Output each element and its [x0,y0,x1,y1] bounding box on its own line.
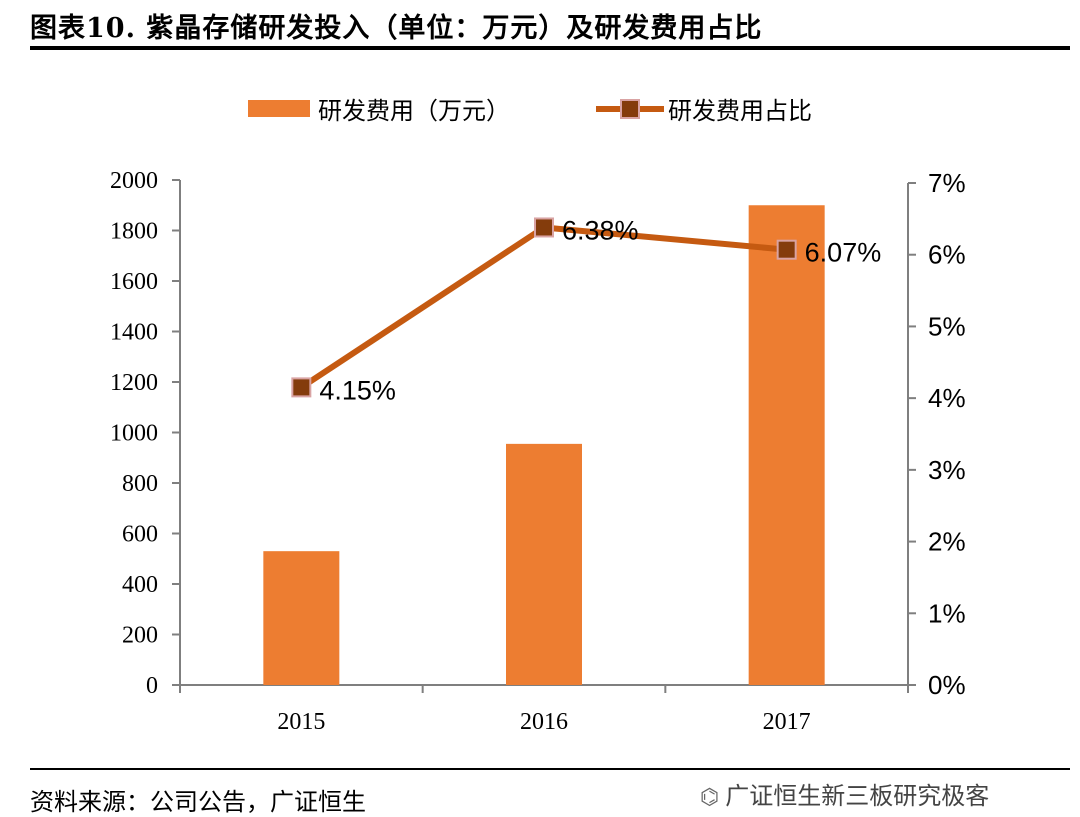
y-right-tick-label: 0% [928,670,966,700]
y-left-tick-label: 2000 [110,168,158,194]
y-right-tick-label: 7% [928,168,966,198]
y-left-tick-label: 1800 [110,219,158,245]
x-tick-label: 2016 [520,709,568,735]
line-marker [534,217,554,238]
legend-swatch-bar [248,100,310,117]
watermark: ⌬ 广证恒生新三板研究极客 [700,776,989,811]
y-left-tick-label: 1600 [110,269,158,295]
y-left-tick-label: 1000 [110,421,158,447]
y-left-tick-label: 1200 [110,370,158,396]
bar [506,443,582,685]
y-right-tick-label: 4% [928,383,966,413]
title-rule [30,46,1070,50]
series-line [299,224,787,390]
x-tick-label: 2017 [763,709,811,735]
figure-title: 图表10. 紫晶存储研发投入（单位：万元）及研发费用占比 [30,13,763,44]
y-right-tick-label: 1% [928,598,966,628]
data-label: 6.07% [805,238,882,268]
y-left-tick-label: 1400 [110,320,158,346]
y-right-tick-label: 5% [928,311,966,341]
chart: 0 200 400 600 800 1000 1200 1400 1600 1800 2000 0% 1… [110,97,966,735]
y-right-tick-label: 2% [928,527,966,557]
legend-label-line: 研发费用占比 [668,97,812,125]
y-left-tick-label: 600 [122,522,158,548]
data-label: 4.15% [319,375,396,405]
y-left-tick-label: 800 [122,471,158,497]
x-tick-label: 2015 [277,709,325,735]
watermark-text: 广证恒生新三板研究极客 [725,782,990,810]
y-left-tick-label: 400 [122,572,158,598]
line-marker [776,239,797,260]
y-left-tick-label: 200 [122,623,158,649]
source-note: 资料来源：公司公告，广证恒生 [30,788,366,816]
legend-label-bar: 研发费用（万元） [318,97,510,125]
data-label: 6.38% [562,215,639,245]
y-right-tick-label: 3% [928,455,966,485]
legend-swatch-marker [620,99,640,119]
line-marker [291,377,312,398]
y-left-tick-label: 0 [146,673,158,699]
wechat-icon: ⌬ [700,785,720,810]
bar [748,205,825,685]
footer-rule [30,768,1070,770]
bar [263,551,340,685]
y-right-tick-label: 6% [928,240,966,270]
